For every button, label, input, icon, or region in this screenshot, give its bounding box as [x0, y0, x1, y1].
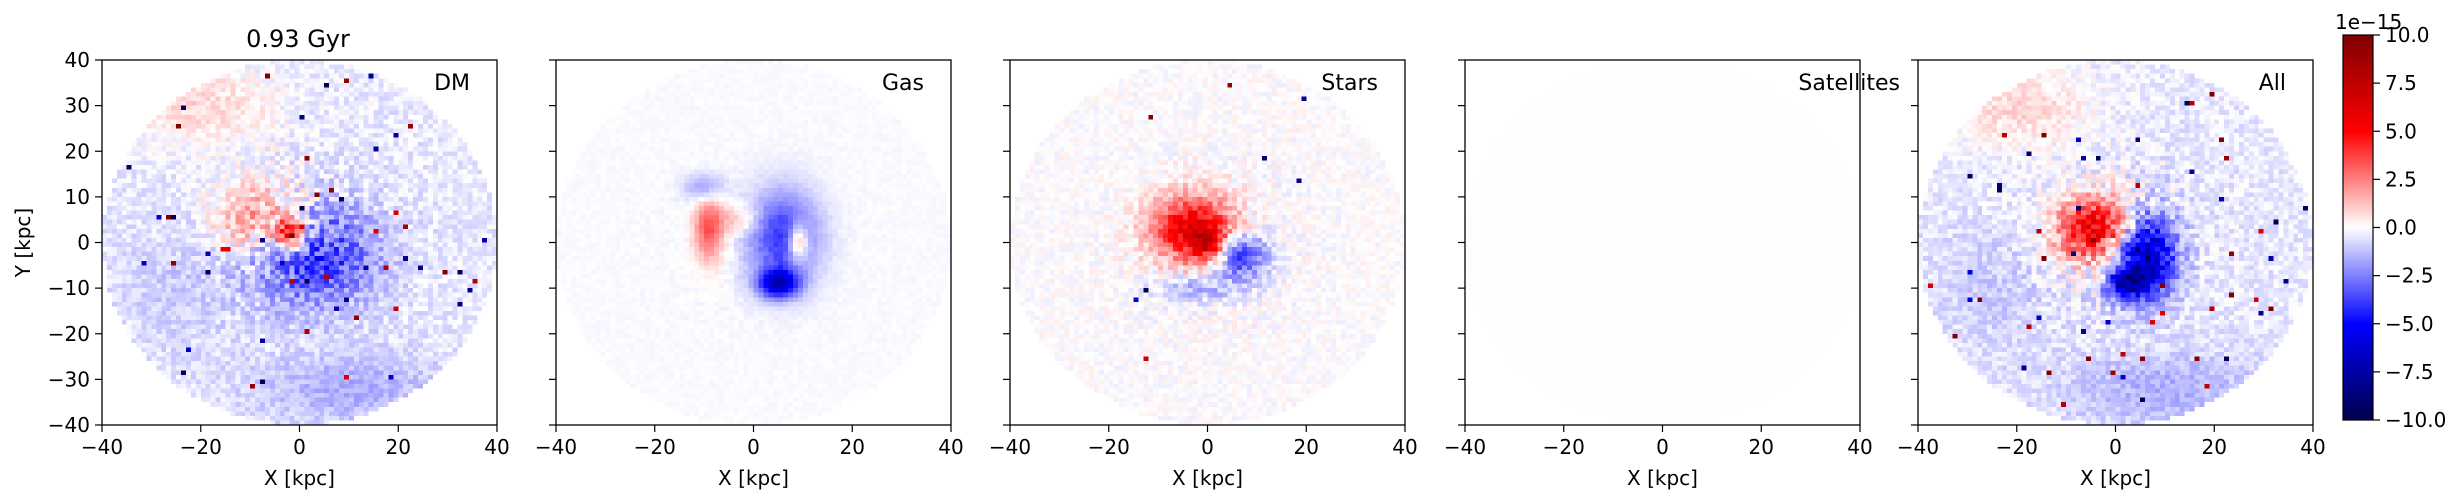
x-tick-label: 0: [1201, 435, 1214, 459]
panel-gas: −40 −20 0 20 40 X [kpc] Gas: [535, 59, 964, 490]
colorbar-tick-label: 5.0: [2385, 119, 2417, 143]
x-tick-label: 40: [938, 435, 963, 459]
x-tick-label: −20: [1996, 435, 2038, 459]
x-tick-label: 0: [747, 435, 760, 459]
heatmap-canvas: [556, 60, 951, 425]
heatmap-canvas: [1918, 60, 2313, 425]
x-tick-label: −40: [989, 435, 1031, 459]
y-axis-label: Y [kpc]: [11, 208, 35, 278]
x-tick-label: −40: [535, 435, 577, 459]
x-axis-label: X [kpc]: [264, 466, 335, 490]
x-tick-label: 20: [386, 435, 411, 459]
x-tick-label: −20: [180, 435, 222, 459]
x-axis-label: X [kpc]: [718, 466, 789, 490]
x-tick-label: −20: [634, 435, 676, 459]
x-tick-label: 20: [1749, 435, 1774, 459]
x-tick-label: 40: [484, 435, 509, 459]
heatmap-all: [1918, 60, 2313, 425]
colorbar-tick-label: 7.5: [2385, 71, 2417, 95]
x-tick-label: 40: [1847, 435, 1872, 459]
x-tick-label: 40: [2300, 435, 2325, 459]
y-tick-label: −20: [48, 322, 90, 346]
colorbar-scale-label: 1e−15: [2335, 10, 2402, 34]
colorbar-gradient: [2342, 34, 2374, 421]
heatmap-canvas: [102, 60, 497, 425]
y-tick-label: 40: [65, 48, 90, 72]
panel-label: Gas: [882, 71, 924, 96]
colorbar-tick-label: 2.5: [2385, 167, 2417, 191]
colorbar-tick-label: 0.0: [2385, 216, 2417, 240]
heatmap-dm: [102, 60, 497, 425]
panel-dm: −40 −20 0 20 40 −40 −30 −20 −10 0 10 20 30 40 X [kpc] Y…: [11, 48, 510, 490]
heatmap-satellites: [1465, 60, 1860, 425]
x-axis-label: X [kpc]: [1172, 466, 1243, 490]
x-axis-label: X [kpc]: [2080, 466, 2151, 490]
panel-label: All: [2259, 71, 2286, 96]
y-tick-label: 10: [65, 185, 90, 209]
panel-label: Stars: [1321, 71, 1378, 96]
x-tick-label: −20: [1088, 435, 1130, 459]
x-tick-label: 0: [293, 435, 306, 459]
figure-title: 0.93 Gyr: [246, 25, 350, 53]
colorbar-tick-label: 10.0: [2385, 23, 2430, 47]
y-tick-label: 30: [65, 94, 90, 118]
x-axis-label: X [kpc]: [1627, 466, 1698, 490]
colorbar-tick-label: −2.5: [2385, 264, 2434, 288]
colorbar-tick-label: −7.5: [2385, 360, 2434, 384]
heatmap-stars: [1010, 60, 1405, 425]
y-tick-label: 0: [77, 231, 90, 255]
panel-satellites: −40 −20 0 20 40 X [kpc] Satellites: [1444, 59, 1900, 490]
y-tick-label: −40: [48, 413, 90, 437]
x-tick-label: 40: [1392, 435, 1417, 459]
x-tick-label: 0: [1656, 435, 1669, 459]
x-tick-label: 20: [840, 435, 865, 459]
x-tick-label: −20: [1543, 435, 1585, 459]
x-tick-label: −40: [1897, 435, 1939, 459]
panel-stars: −40 −20 0 20 40 X [kpc] Stars: [989, 59, 1418, 490]
heatmap-canvas: [1010, 60, 1405, 425]
x-tick-label: −40: [1444, 435, 1486, 459]
x-tick-label: −40: [81, 435, 123, 459]
colorbar: 1e−15 10.0 7.5 5.0 2.5 0.0 −2.5 −5.0 −7.5 −10.0: [2335, 10, 2446, 432]
colorbar-tick-label: −5.0: [2385, 312, 2434, 336]
x-tick-label: 0: [2109, 435, 2122, 459]
panel-label: DM: [434, 71, 470, 96]
y-tick-label: 20: [65, 139, 90, 163]
heatmap-gas: [556, 60, 951, 425]
panel-all: −40 −20 0 20 40 X [kpc] All: [1897, 59, 2326, 490]
colorbar-tick-label: −10.0: [2385, 408, 2446, 432]
x-tick-label: 20: [1294, 435, 1319, 459]
y-tick-label: −30: [48, 367, 90, 391]
y-tick-label: −10: [48, 276, 90, 300]
panel-label: Satellites: [1798, 71, 1900, 96]
x-tick-label: 20: [2202, 435, 2227, 459]
heatmap-canvas: [1465, 60, 1860, 425]
